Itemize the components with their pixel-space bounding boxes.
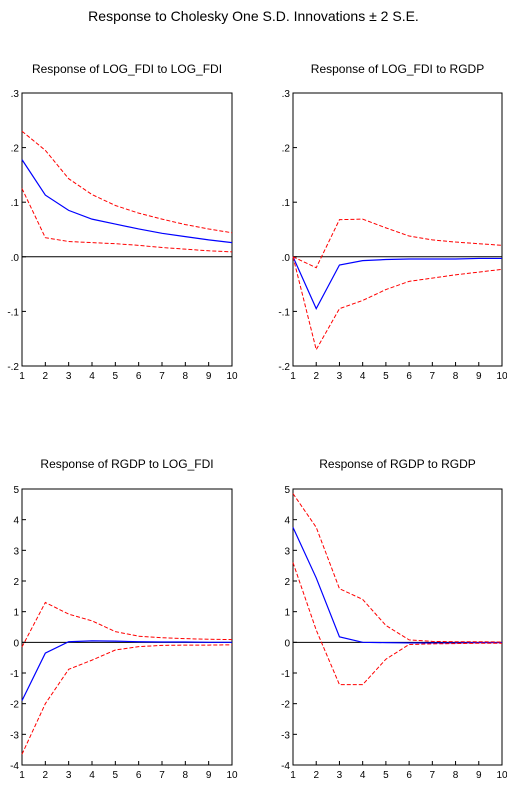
y-tick-label: 1 — [13, 608, 19, 619]
x-tick-label: 10 — [226, 770, 238, 781]
y-tick-label: 3 — [284, 546, 290, 557]
x-tick-label: 9 — [206, 770, 212, 781]
x-tick-label: 3 — [66, 371, 72, 382]
x-tick-label: 5 — [383, 371, 389, 382]
x-tick-label: 7 — [430, 371, 436, 382]
x-tick-label: 7 — [159, 371, 165, 382]
figure-title: Response to Cholesky One S.D. Innovation… — [88, 8, 419, 24]
x-tick-label: 6 — [136, 770, 142, 781]
x-tick-label: 2 — [43, 371, 49, 382]
y-tick-label: -.2 — [7, 362, 19, 373]
plot-frame — [21, 488, 233, 766]
chart-title: Response of LOG_FDI to RGDP — [311, 62, 484, 76]
x-tick-label: 5 — [383, 770, 389, 781]
x-tick-label: 5 — [113, 770, 119, 781]
upper-band-line — [21, 130, 233, 234]
response-line — [292, 256, 502, 311]
y-tick-label: 4 — [13, 516, 19, 527]
y-tick-label: -3 — [281, 730, 290, 741]
y-tick-label: -1 — [10, 669, 19, 680]
chart-title: Response of RGDP to LOG_FDI — [40, 457, 213, 471]
y-tick-label: -4 — [281, 761, 290, 772]
x-tick-label: 10 — [496, 770, 507, 781]
response-line — [292, 527, 502, 644]
y-tick-label: 0 — [13, 638, 19, 649]
y-tick-label: 3 — [13, 546, 19, 557]
chart-title: Response of RGDP to RGDP — [319, 457, 476, 471]
y-tick-label: .1 — [11, 198, 20, 209]
y-tick-label: .0 — [282, 253, 291, 264]
upper-band-line — [292, 218, 503, 269]
x-tick-label: 9 — [476, 371, 482, 382]
x-tick-label: 10 — [496, 371, 507, 382]
lower-band-line — [21, 188, 233, 253]
x-tick-label: 8 — [453, 371, 459, 382]
lower-band-line — [21, 644, 233, 755]
x-tick-label: 10 — [226, 371, 238, 382]
x-tick-label: 1 — [19, 371, 25, 382]
y-tick-label: 5 — [284, 485, 290, 496]
plot-frame — [292, 92, 503, 367]
x-tick-label: 3 — [337, 770, 343, 781]
y-tick-label: 0 — [284, 638, 290, 649]
y-tick-label: -1 — [281, 669, 290, 680]
x-tick-label: 2 — [43, 770, 49, 781]
chart-panel-2: Response of LOG_FDI to RGDP .3 .2 .1 .0 -.1 -.… — [278, 62, 507, 382]
lower-band-line — [292, 256, 503, 351]
x-tick-label: 4 — [360, 770, 366, 781]
x-tick-label: 2 — [313, 770, 319, 781]
x-tick-label: 4 — [89, 770, 95, 781]
x-tick-label: 4 — [89, 371, 95, 382]
chart-panel-1: Response of LOG_FDI to LOG_FDI .3 .2 .1 .0 -.… — [7, 62, 238, 382]
upper-band-line — [21, 601, 233, 648]
x-tick-label: 8 — [183, 371, 189, 382]
y-tick-label: -.1 — [278, 307, 290, 318]
y-tick-label: -3 — [10, 730, 19, 741]
y-tick-label: -2 — [10, 700, 19, 711]
y-tick-label: 5 — [13, 485, 19, 496]
y-tick-label: 1 — [284, 608, 290, 619]
response-line — [21, 159, 233, 244]
x-tick-label: 3 — [337, 371, 343, 382]
x-tick-label: 7 — [430, 770, 436, 781]
y-tick-label: .1 — [282, 198, 291, 209]
y-tick-label: .3 — [11, 89, 20, 100]
response-line — [21, 640, 232, 701]
y-tick-label: .2 — [11, 144, 20, 155]
y-tick-label: 4 — [284, 516, 290, 527]
x-tick-label: 1 — [290, 770, 296, 781]
y-tick-label: .0 — [11, 253, 20, 264]
x-tick-label: 8 — [453, 770, 459, 781]
y-tick-label: -4 — [10, 761, 19, 772]
y-tick-label: -2 — [281, 700, 290, 711]
x-tick-label: 8 — [183, 770, 189, 781]
y-tick-label: -.1 — [7, 307, 19, 318]
x-tick-label: 6 — [406, 371, 412, 382]
y-tick-label: 2 — [284, 577, 290, 588]
x-tick-label: 1 — [290, 371, 296, 382]
x-tick-label: 6 — [406, 770, 412, 781]
x-tick-label: 3 — [66, 770, 72, 781]
plot-frame — [21, 92, 233, 367]
y-tick-label: -.2 — [278, 362, 290, 373]
lower-band-line — [292, 562, 502, 686]
chart-panel-3: Response of RGDP to LOG_FDI543210-1-2-3-… — [10, 457, 238, 781]
x-tick-label: 2 — [313, 371, 319, 382]
y-tick-label: .3 — [282, 89, 291, 100]
x-tick-label: 7 — [159, 770, 165, 781]
x-tick-label: 1 — [19, 770, 25, 781]
x-tick-label: 9 — [206, 371, 212, 382]
x-tick-label: 6 — [136, 371, 142, 382]
chart-title: Response of LOG_FDI to LOG_FDI — [32, 62, 222, 76]
x-tick-label: 5 — [113, 371, 119, 382]
x-tick-label: 4 — [360, 371, 366, 382]
y-tick-label: .2 — [282, 144, 291, 155]
y-tick-label: 2 — [13, 577, 19, 588]
x-tick-label: 9 — [476, 770, 482, 781]
upper-band-line — [292, 493, 503, 643]
plot-frame — [292, 488, 503, 766]
